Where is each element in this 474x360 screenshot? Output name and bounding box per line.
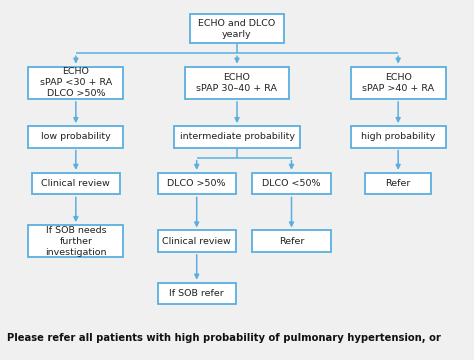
Text: Refer: Refer <box>385 179 411 188</box>
FancyBboxPatch shape <box>190 14 284 43</box>
Text: If SOB needs
further
investigation: If SOB needs further investigation <box>45 226 107 257</box>
FancyBboxPatch shape <box>351 126 446 148</box>
Text: Refer: Refer <box>279 237 304 246</box>
FancyBboxPatch shape <box>252 230 331 252</box>
FancyBboxPatch shape <box>32 173 119 194</box>
FancyBboxPatch shape <box>28 67 123 99</box>
Text: Please refer all patients with high probability of pulmonary hypertension, or: Please refer all patients with high prob… <box>7 333 441 343</box>
Text: Clinical review: Clinical review <box>41 179 110 188</box>
FancyBboxPatch shape <box>252 173 331 194</box>
Text: ECHO and DLCO
yearly: ECHO and DLCO yearly <box>199 19 275 39</box>
FancyBboxPatch shape <box>351 67 446 99</box>
Text: DLCO <50%: DLCO <50% <box>262 179 321 188</box>
FancyBboxPatch shape <box>365 173 431 194</box>
FancyBboxPatch shape <box>28 225 123 257</box>
Text: Clinical review: Clinical review <box>162 237 231 246</box>
Text: high probability: high probability <box>361 132 435 141</box>
Text: If SOB refer: If SOB refer <box>169 289 224 298</box>
Text: ECHO
sPAP 30–40 + RA: ECHO sPAP 30–40 + RA <box>197 73 277 93</box>
Text: ECHO
sPAP >40 + RA: ECHO sPAP >40 + RA <box>362 73 434 93</box>
FancyBboxPatch shape <box>174 126 300 148</box>
Text: low probability: low probability <box>41 132 111 141</box>
Text: DLCO >50%: DLCO >50% <box>167 179 226 188</box>
FancyBboxPatch shape <box>157 283 236 304</box>
Text: ECHO
sPAP <30 + RA
DLCO >50%: ECHO sPAP <30 + RA DLCO >50% <box>40 67 112 98</box>
FancyBboxPatch shape <box>185 67 289 99</box>
FancyBboxPatch shape <box>157 173 236 194</box>
FancyBboxPatch shape <box>28 126 123 148</box>
Text: intermediate probability: intermediate probability <box>180 132 294 141</box>
FancyBboxPatch shape <box>157 230 236 252</box>
